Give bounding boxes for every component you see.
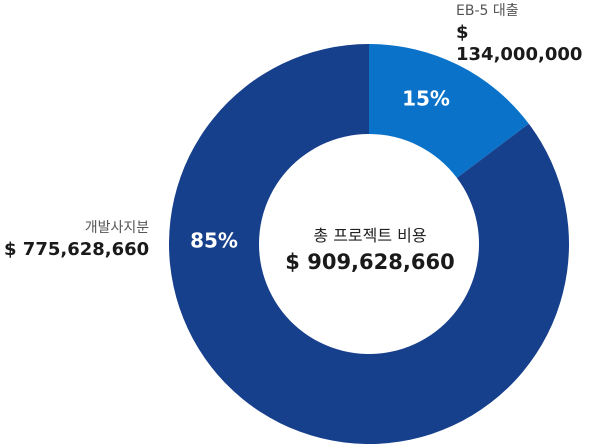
callout-developer-equity: 개발사지분 $ 775,628,660	[4, 220, 149, 261]
total-cost-label: 총 프로젝트 비용	[313, 226, 427, 245]
slice-eb5-loan	[369, 44, 529, 178]
amount-developer-equity: $ 775,628,660	[4, 239, 150, 260]
label-eb5-loan: EB-5 대출	[456, 3, 519, 19]
label-developer-equity: 개발사지분	[84, 220, 150, 236]
slice-developer-equity	[168, 44, 570, 444]
percent-label-developer-equity: 85%	[190, 229, 238, 253]
amount-eb5-loan: $ 134,000,000	[456, 22, 583, 65]
total-cost-amount: $ 909,628,660	[285, 250, 455, 274]
percent-label-eb5-loan: 15%	[402, 87, 450, 111]
callout-eb5-loan: EB-5 대출 $ 134,000,000	[456, 3, 597, 66]
